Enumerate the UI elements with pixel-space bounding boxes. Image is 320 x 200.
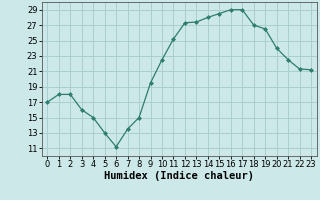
X-axis label: Humidex (Indice chaleur): Humidex (Indice chaleur) bbox=[104, 171, 254, 181]
